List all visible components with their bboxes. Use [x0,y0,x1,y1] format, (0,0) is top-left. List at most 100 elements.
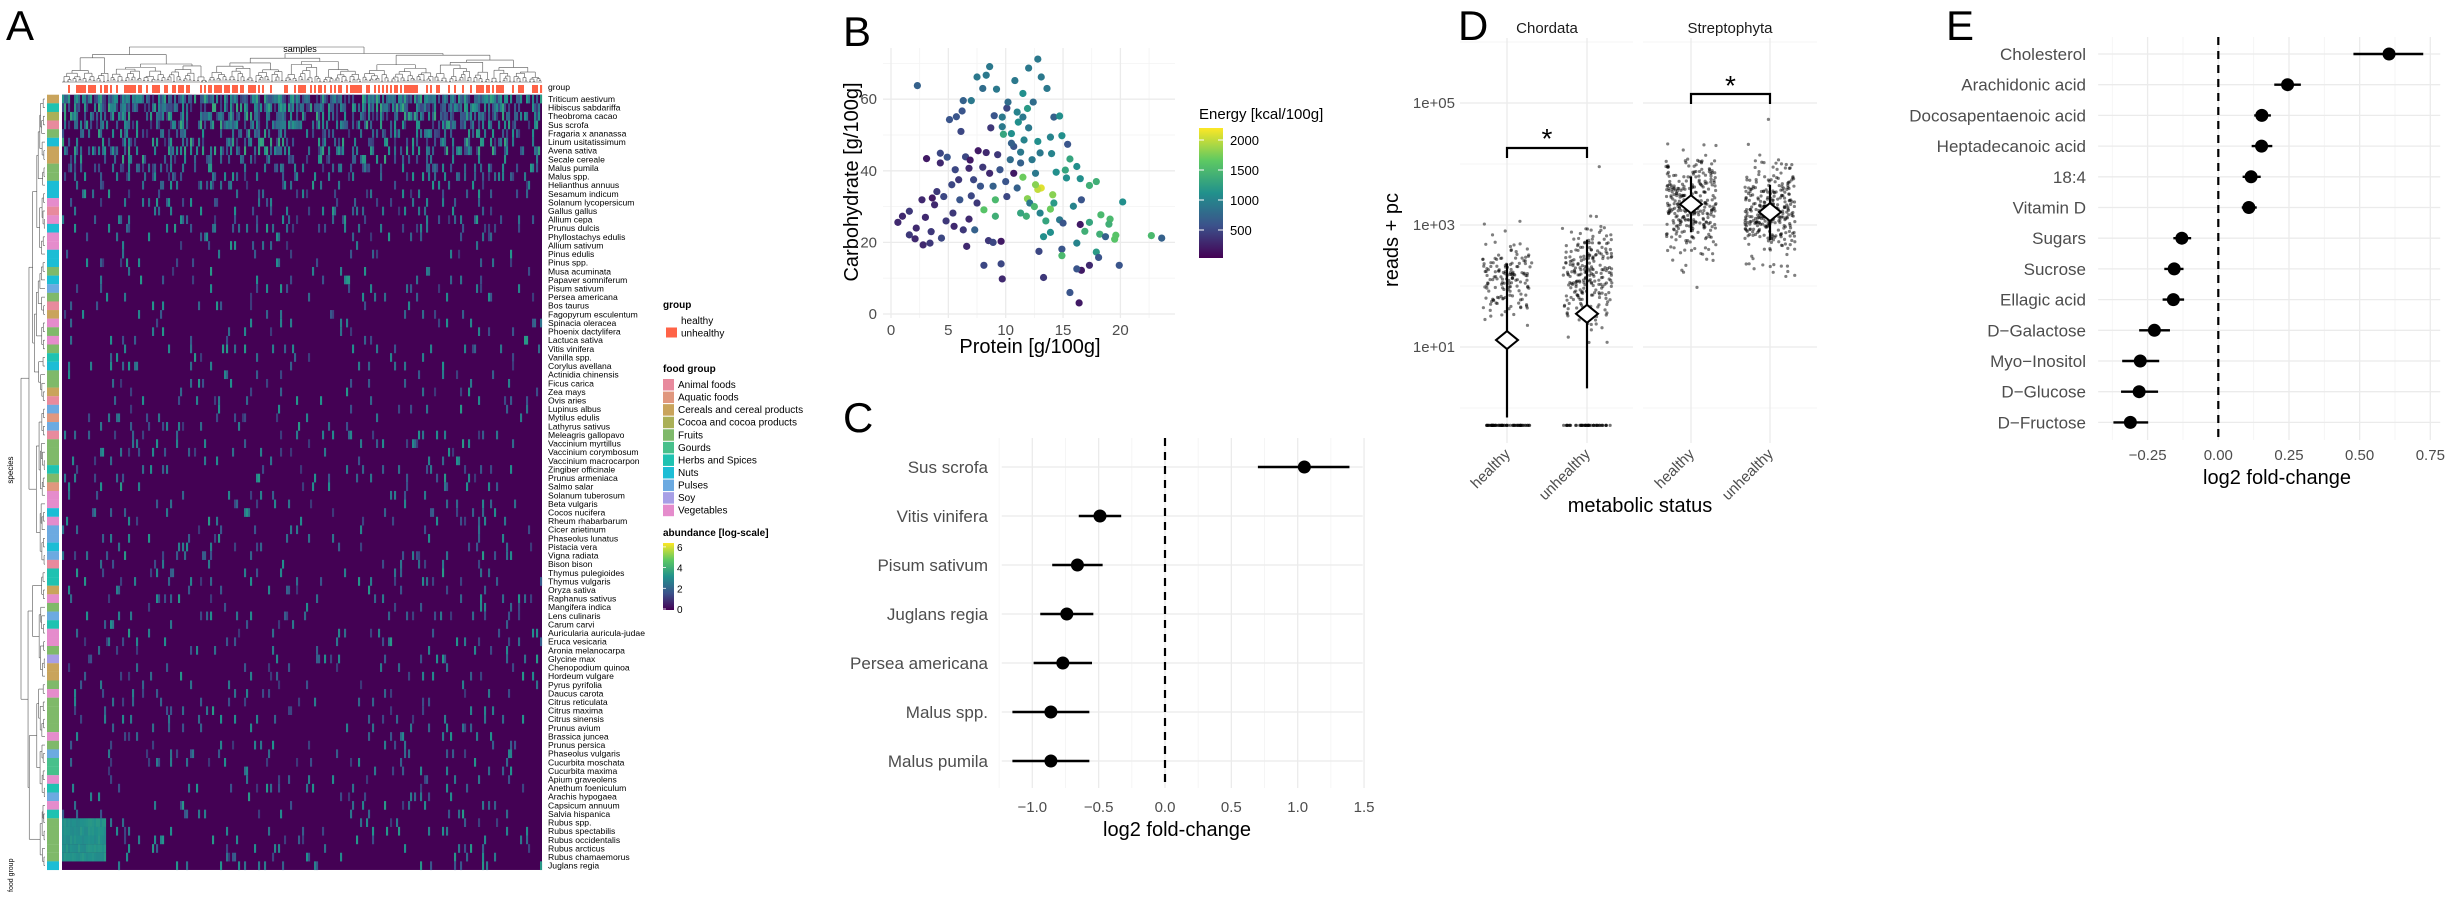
heatmap-cell [108,189,111,199]
heatmap-cell [516,163,519,173]
heatmap-cell [364,94,367,104]
heatmap-cell [80,146,83,156]
heatmap-cell [306,413,309,423]
heatmap-cell [88,818,91,827]
heatmap-cell [312,120,315,130]
group-annotation-cell [404,85,407,93]
heatmap-cell [372,111,375,121]
heatmap-cell [484,111,487,121]
jitter-point [1783,200,1787,204]
heatmap-cell [204,103,207,113]
group-annotation-cell [476,85,479,93]
heatmap-cell [440,111,443,121]
heatmap-cell [528,844,531,853]
heatmap-cell [540,637,543,647]
group-annotation-cell [528,85,531,93]
heatmap-cell [212,103,215,113]
jitter-point [1751,193,1755,197]
heatmap-cell [288,499,291,509]
heatmap-cell [342,120,345,130]
data-point [930,201,939,209]
heatmap-cell [526,180,529,190]
heatmap-cell [64,835,67,845]
data-point [956,196,964,204]
heatmap-cell [194,447,197,457]
heatmap-cell [168,111,171,121]
heatmap-cell [398,129,401,138]
group-annotation-cell [178,85,181,93]
heatmap-cell [500,103,503,113]
heatmap-cell [86,611,89,621]
jitter-point [1711,194,1715,198]
heatmap-cell [472,344,475,354]
jitter-point [1766,117,1771,121]
heatmap-cell [416,551,419,560]
heatmap-cell [350,757,353,767]
heatmap-cell [182,198,185,207]
group-annotation-cell [232,85,235,93]
heatmap-cell [352,103,355,113]
heatmap-cell [496,430,499,440]
heatmap-cell [426,577,429,586]
data-point [1023,104,1032,113]
heatmap-cell [122,714,125,724]
heatmap-cell [200,723,203,733]
heatmap-cell [358,577,361,586]
heatmap-cell [66,146,69,156]
heatmap-cell [448,120,451,130]
heatmap-cell [484,129,487,138]
heatmap-cell [504,120,507,130]
heatmap-cell [64,430,67,440]
heatmap-cell [102,844,105,853]
jitter-point [1705,211,1709,216]
jitter-point [1568,274,1572,279]
legend-food-group-swatch [663,391,674,404]
jitter-point [1669,245,1673,249]
species-label: Rubus spp. [548,818,591,828]
heatmap-cell [478,94,481,104]
heatmap-cell [362,206,365,216]
species-label: Juglans regia [548,861,599,871]
heatmap-cell [98,163,101,173]
heatmap-cell [386,111,389,121]
heatmap-cell [338,180,341,190]
heatmap-cell [200,577,203,586]
species-label: Lupinus albus [548,404,601,414]
heatmap-cell [488,801,491,810]
heatmap-cell [194,353,197,362]
heatmap-cell [334,94,337,104]
heatmap-cell [290,318,293,328]
food-group-annotation-cell [47,490,59,500]
heatmap-cell [226,103,229,113]
jitter-point [1747,186,1751,190]
heatmap-cell [446,146,449,156]
heatmap-cell [336,120,339,130]
heatmap-cell [200,120,203,130]
heatmap-cell [278,258,281,268]
group-annotation-cell [226,85,229,93]
heatmap-cell [394,180,397,190]
heatmap-cell [70,154,73,164]
heatmap-cell [422,172,425,181]
food-group-annotation-cell [47,861,59,871]
heatmap-cell [424,103,427,113]
group-annotation-cell [302,85,305,93]
group-annotation-cell [356,85,359,93]
heatmap-cell [432,94,435,104]
heatmap-cell [412,714,415,724]
heatmap-cell [104,94,107,104]
species-label: Triticum aestivum [548,94,615,104]
jitter-point [1684,263,1688,267]
median-diamond [1494,329,1520,351]
jitter-point [1783,190,1787,194]
heatmap-cell [468,473,471,483]
heatmap-cell [224,94,227,104]
data-point [918,196,926,204]
heatmap-cell [226,335,229,345]
jitter-point [1713,184,1717,188]
heatmap-cell [296,215,299,225]
species-label: Oryza sativa [548,585,596,595]
heatmap-cell [208,111,211,121]
heatmap-cell [142,94,145,104]
jitter-point [1674,238,1678,242]
